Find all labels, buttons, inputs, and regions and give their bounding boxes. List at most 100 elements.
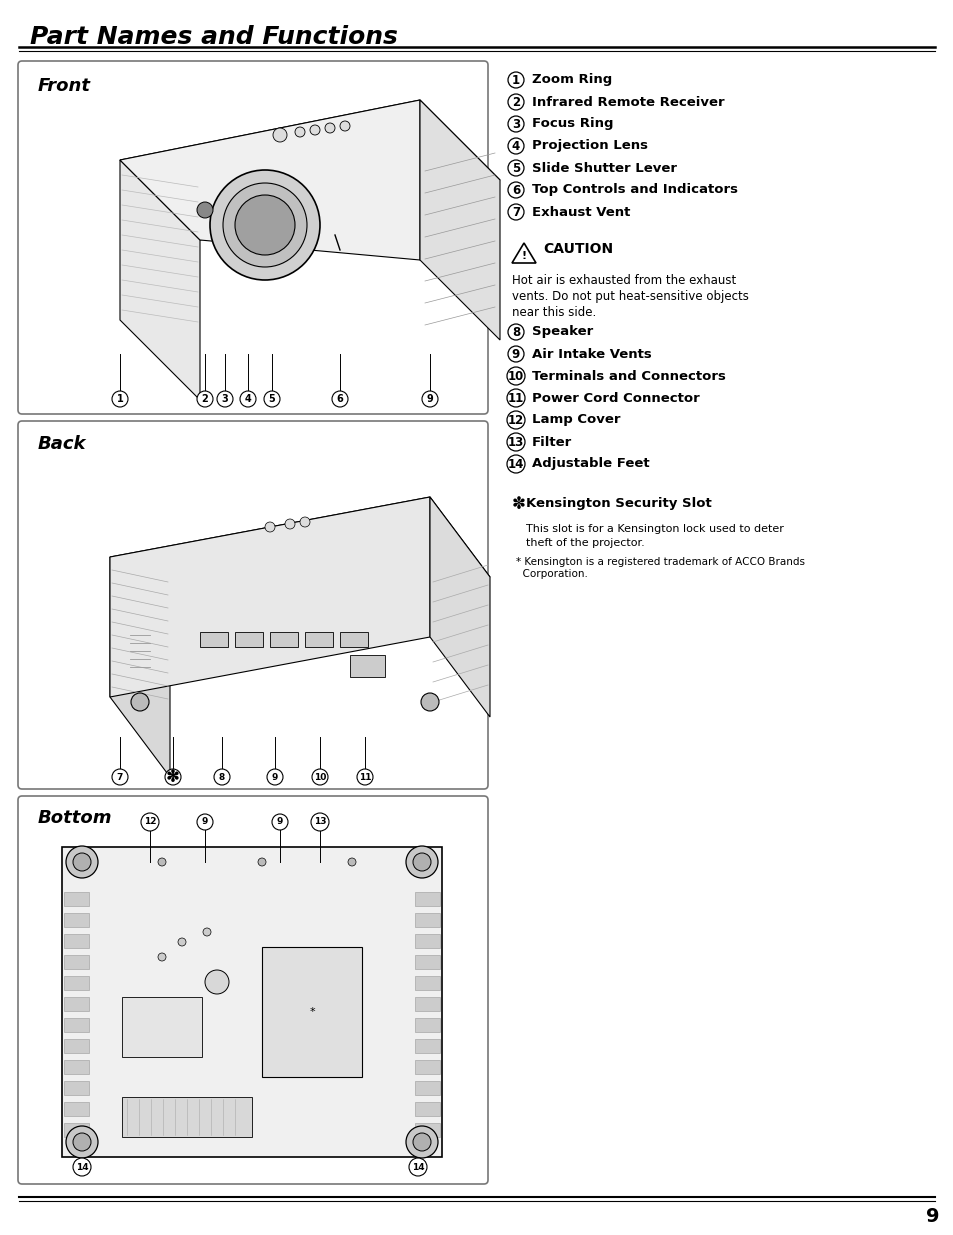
Bar [415,913,439,927]
Bar [415,955,439,969]
Text: 14: 14 [507,457,523,471]
Text: 7: 7 [512,205,519,219]
Circle shape [299,517,310,527]
Text: 11: 11 [507,391,523,405]
Circle shape [406,846,437,878]
Text: 4: 4 [244,394,251,404]
Text: Corporation.: Corporation. [516,569,587,579]
Circle shape [196,814,213,830]
Circle shape [112,769,128,785]
Circle shape [141,813,159,831]
Circle shape [131,693,149,711]
Circle shape [264,391,280,408]
Bar [64,955,89,969]
Polygon shape [120,161,200,400]
Text: 13: 13 [314,818,326,826]
Circle shape [507,72,523,88]
Circle shape [420,693,438,711]
Bar [200,632,228,647]
Circle shape [311,813,329,831]
Circle shape [312,769,328,785]
Text: Power Cord Connector: Power Cord Connector [532,391,699,405]
Text: Part Names and Functions: Part Names and Functions [30,25,397,49]
Bar [64,1123,89,1137]
Bar [415,997,439,1011]
Circle shape [413,853,431,871]
Circle shape [272,814,288,830]
Bar [122,997,202,1057]
Circle shape [165,769,181,785]
Text: 9: 9 [512,347,519,361]
Text: near this side.: near this side. [512,306,596,319]
Text: vents. Do not put heat-sensitive objects: vents. Do not put heat-sensitive objects [512,290,748,303]
Bar [270,632,297,647]
Text: 5: 5 [512,162,519,174]
Polygon shape [512,243,536,263]
Circle shape [205,969,229,994]
Text: Bottom: Bottom [38,809,112,827]
Text: 14: 14 [412,1162,424,1172]
Circle shape [210,170,319,280]
Text: 9: 9 [925,1208,939,1226]
Text: ✽: ✽ [166,768,180,785]
Bar [64,1081,89,1095]
Polygon shape [110,496,430,697]
Circle shape [506,389,524,408]
Text: 1: 1 [512,74,519,86]
Circle shape [240,391,255,408]
Circle shape [285,519,294,529]
Text: *: * [170,771,176,783]
Text: 4: 4 [512,140,519,152]
Text: 2: 2 [201,394,208,404]
Bar [350,655,385,677]
Text: 9: 9 [276,818,283,826]
Text: 2: 2 [512,95,519,109]
Text: Exhaust Vent: Exhaust Vent [532,205,630,219]
Circle shape [216,391,233,408]
Circle shape [267,769,283,785]
Text: 13: 13 [507,436,523,448]
Circle shape [506,411,524,429]
Text: 12: 12 [507,414,523,426]
Circle shape [294,127,305,137]
Text: 14: 14 [75,1162,89,1172]
Circle shape [265,522,274,532]
Text: 10: 10 [314,773,326,782]
Bar [122,1097,252,1137]
Bar [64,997,89,1011]
Bar [415,976,439,990]
Circle shape [158,858,166,866]
Text: 11: 11 [358,773,371,782]
Circle shape [325,124,335,133]
Text: Top Controls and Indicators: Top Controls and Indicators [532,184,738,196]
Bar [64,1102,89,1116]
Polygon shape [430,496,490,718]
Circle shape [356,769,373,785]
Text: Filter: Filter [532,436,572,448]
Circle shape [348,858,355,866]
Polygon shape [110,496,490,637]
Circle shape [66,1126,98,1158]
Text: Terminals and Connectors: Terminals and Connectors [532,369,725,383]
Text: 3: 3 [221,394,228,404]
Bar [415,1018,439,1032]
Circle shape [196,203,213,219]
Circle shape [507,161,523,177]
Text: Adjustable Feet: Adjustable Feet [532,457,649,471]
Circle shape [339,121,350,131]
Bar [305,632,333,647]
Circle shape [66,846,98,878]
Text: 8: 8 [512,326,519,338]
Text: 6: 6 [512,184,519,196]
Text: 9: 9 [272,773,278,782]
Circle shape [507,204,523,220]
FancyBboxPatch shape [18,61,488,414]
Text: Projection Lens: Projection Lens [532,140,647,152]
Bar [64,934,89,948]
Circle shape [73,853,91,871]
Circle shape [507,94,523,110]
Text: This slot is for a Kensington lock used to deter: This slot is for a Kensington lock used … [525,524,783,534]
Circle shape [73,1158,91,1176]
Circle shape [409,1158,427,1176]
Bar [64,976,89,990]
